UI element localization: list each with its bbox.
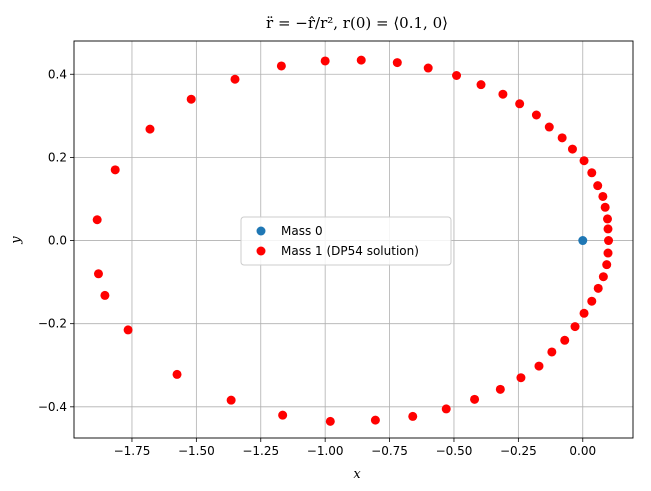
x-tick-label: −1.25 (242, 444, 279, 458)
mass-1-point (93, 269, 103, 279)
y-tick-label: 0.4 (48, 67, 67, 81)
x-tick-label: −0.50 (436, 444, 473, 458)
mass-1-point (278, 410, 288, 420)
mass-1-point (230, 74, 240, 84)
mass-1-point (408, 411, 418, 421)
legend-entry: Mass 1 (DP54 solution) (281, 244, 419, 258)
mass-1-point (325, 416, 335, 426)
legend: Mass 0 Mass 1 (DP54 solution) (240, 216, 452, 266)
mass-1-point (600, 202, 610, 212)
mass-1-point (320, 56, 330, 66)
chart-title: r̈ = −r̂/r², r(0) = ⟨0.1, 0⟩ (266, 14, 448, 32)
mass-1-point (579, 156, 589, 166)
y-tick-label: 0.2 (48, 150, 67, 164)
x-axis-label: x (353, 467, 361, 482)
mass-1-point (498, 89, 508, 99)
mass-1-point (544, 122, 554, 132)
mass-1-point (567, 144, 577, 154)
legend-marker (256, 246, 266, 256)
mass-1-point (100, 290, 110, 300)
legend-entry: Mass 0 (281, 224, 323, 238)
tick-marks: −1.75 −1.50 −1.25 −1.00 −0.75 −0.50 −0.25 0.00 −… (38, 67, 596, 458)
data-points (92, 55, 614, 426)
mass-1-point (495, 384, 505, 394)
mass-1-point (534, 361, 544, 371)
mass-1-point (515, 99, 525, 109)
mass-1-point (92, 215, 102, 225)
y-tick-label: −0.4 (38, 400, 67, 414)
mass-1-point (598, 191, 608, 201)
mass-1-point (598, 272, 608, 282)
plot-frame (73, 40, 634, 439)
mass-1-point (587, 296, 597, 306)
mass-1-point (123, 325, 133, 335)
mass-1-point (531, 110, 541, 120)
legend-box (240, 216, 452, 266)
mass-1-point (557, 133, 567, 143)
mass-1-point (579, 308, 589, 318)
mass-1-point (603, 224, 613, 234)
x-tick-label: 0.00 (569, 444, 596, 458)
mass-1-point (587, 168, 597, 178)
x-tick-label: −1.75 (114, 444, 151, 458)
mass-1-point (547, 347, 557, 357)
x-tick-label: −0.25 (500, 444, 537, 458)
x-tick-label: −0.75 (371, 444, 408, 458)
mass-1-point (560, 335, 570, 345)
mass-1-point (602, 214, 612, 224)
mass-1-point (452, 71, 462, 81)
mass-1-point (570, 322, 580, 332)
mass-1-point (172, 369, 182, 379)
mass-1-point (226, 395, 236, 405)
mass-1-point (441, 404, 451, 414)
y-tick-label: 0.0 (48, 234, 67, 248)
mass-1-point (356, 55, 366, 65)
mass-1-point (145, 124, 155, 134)
mass-1-point (423, 63, 433, 73)
mass-1-point (604, 236, 614, 246)
mass-1-point (603, 248, 613, 258)
mass-1-point (593, 181, 603, 191)
y-axis-label: y (9, 236, 24, 245)
mass-1-point (516, 373, 526, 383)
mass-1-point (470, 394, 480, 404)
x-tick-label: −1.50 (178, 444, 215, 458)
mass-1-point (476, 80, 486, 90)
mass-0-point (578, 236, 588, 246)
mass-1-point (593, 283, 603, 293)
mass-1-point (370, 415, 380, 425)
mass-1-point (602, 260, 612, 270)
mass-1-point (276, 61, 286, 71)
mass-1-point (186, 94, 196, 104)
mass-1-point (392, 58, 402, 68)
axes (73, 40, 634, 439)
y-tick-label: −0.2 (38, 317, 67, 331)
x-tick-label: −1.00 (307, 444, 344, 458)
legend-marker (256, 226, 266, 236)
mass-1-point (110, 165, 120, 175)
